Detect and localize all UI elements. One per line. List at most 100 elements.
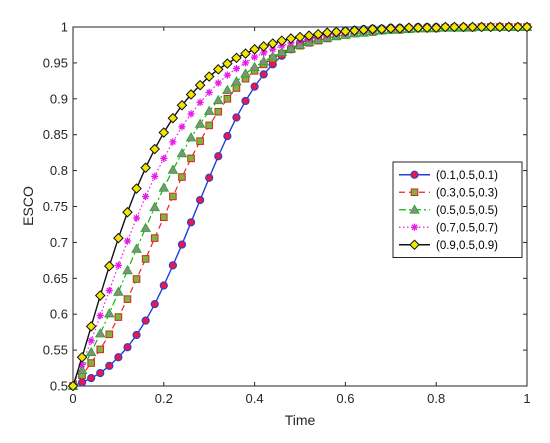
data-point xyxy=(104,260,115,272)
data-point xyxy=(185,89,197,100)
data-point xyxy=(77,378,87,387)
legend-label: (0.3,0.5,0.3) xyxy=(436,187,498,199)
data-point xyxy=(258,41,269,52)
data-point xyxy=(114,313,123,321)
y-tick-label: 0.55 xyxy=(43,343,68,358)
data-point xyxy=(150,300,159,309)
legend-item: (0.7,0.5,0.7) xyxy=(399,222,498,234)
data-point xyxy=(177,240,187,249)
data-point xyxy=(241,59,250,67)
data-point xyxy=(250,82,259,91)
data-point xyxy=(196,195,205,205)
data-point xyxy=(321,27,333,39)
data-point xyxy=(78,360,86,369)
data-point xyxy=(494,21,506,33)
legend-marker xyxy=(410,170,419,179)
data-point xyxy=(176,147,188,158)
data-point xyxy=(104,308,115,318)
data-point xyxy=(140,222,151,232)
data-point xyxy=(232,113,241,122)
data-point xyxy=(285,43,297,53)
legend-item: (0.3,0.5,0.3) xyxy=(399,187,498,199)
legend-item: (0.1,0.5,0.1) xyxy=(399,170,498,182)
data-point xyxy=(203,105,215,115)
data-point xyxy=(85,346,97,357)
data-point xyxy=(205,88,213,96)
data-point xyxy=(503,21,515,33)
y-tick-label: 1 xyxy=(61,20,68,35)
data-point xyxy=(159,281,168,290)
data-point xyxy=(169,138,177,146)
data-point xyxy=(67,380,79,392)
data-point xyxy=(214,107,223,116)
data-point xyxy=(178,123,186,131)
y-tick-label: 0.6 xyxy=(50,307,68,322)
y-tick-label: 0.65 xyxy=(43,271,68,286)
data-point xyxy=(105,286,113,295)
data-point xyxy=(122,264,133,275)
data-point xyxy=(149,143,161,155)
data-point xyxy=(521,21,533,33)
data-point xyxy=(259,70,268,79)
data-point xyxy=(141,255,150,263)
data-point xyxy=(169,192,177,201)
data-point xyxy=(113,232,124,244)
data-point xyxy=(249,61,260,72)
data-point xyxy=(151,172,159,180)
data-point xyxy=(203,71,215,82)
legend-item: (0.5,0.5,0.5) xyxy=(399,204,498,217)
data-point xyxy=(160,213,168,222)
data-point xyxy=(114,261,122,269)
data-point xyxy=(114,353,123,362)
data-point xyxy=(187,154,195,163)
data-point xyxy=(222,84,233,95)
data-point xyxy=(131,243,142,253)
data-point xyxy=(267,51,279,61)
series-5 xyxy=(67,21,533,392)
y-tick-label: 0.9 xyxy=(50,91,68,106)
data-point xyxy=(187,110,195,118)
data-point xyxy=(258,56,269,66)
legend-marker xyxy=(410,188,419,197)
data-point xyxy=(303,30,315,41)
data-point xyxy=(276,46,288,56)
y-tick-label: 0.8 xyxy=(50,163,68,178)
data-point xyxy=(439,21,451,33)
data-point xyxy=(312,28,324,40)
data-point xyxy=(87,359,95,367)
data-point xyxy=(367,23,378,35)
data-point xyxy=(76,351,88,363)
legend-label: (0.5,0.5,0.5) xyxy=(436,205,498,217)
data-point xyxy=(158,127,170,138)
data-point xyxy=(223,95,232,103)
data-point xyxy=(232,65,241,73)
data-point xyxy=(269,45,277,53)
y-axis-label: ESCO xyxy=(20,186,36,226)
y-tick-label: 0.7 xyxy=(50,235,68,250)
data-point xyxy=(294,31,306,43)
data-point xyxy=(294,39,306,49)
data-point xyxy=(178,173,186,181)
data-point xyxy=(232,84,241,92)
data-point xyxy=(196,137,204,145)
data-point xyxy=(260,49,268,57)
data-point xyxy=(196,98,204,106)
data-point xyxy=(94,328,106,338)
data-point xyxy=(223,71,231,79)
data-point xyxy=(214,152,223,161)
legend-label: (0.1,0.5,0.1) xyxy=(436,170,498,182)
data-point xyxy=(349,25,360,36)
data-point xyxy=(267,38,279,49)
data-point xyxy=(249,43,260,55)
data-point xyxy=(142,192,150,201)
data-point xyxy=(167,164,179,174)
data-point xyxy=(212,64,224,75)
data-point xyxy=(123,237,132,245)
x-tick-label: 0.4 xyxy=(246,391,264,406)
legend-marker xyxy=(409,204,420,214)
data-point xyxy=(123,343,132,352)
x-axis-label: Time xyxy=(285,412,316,428)
data-point xyxy=(485,21,496,33)
data-point xyxy=(212,94,224,105)
data-point xyxy=(132,275,141,283)
